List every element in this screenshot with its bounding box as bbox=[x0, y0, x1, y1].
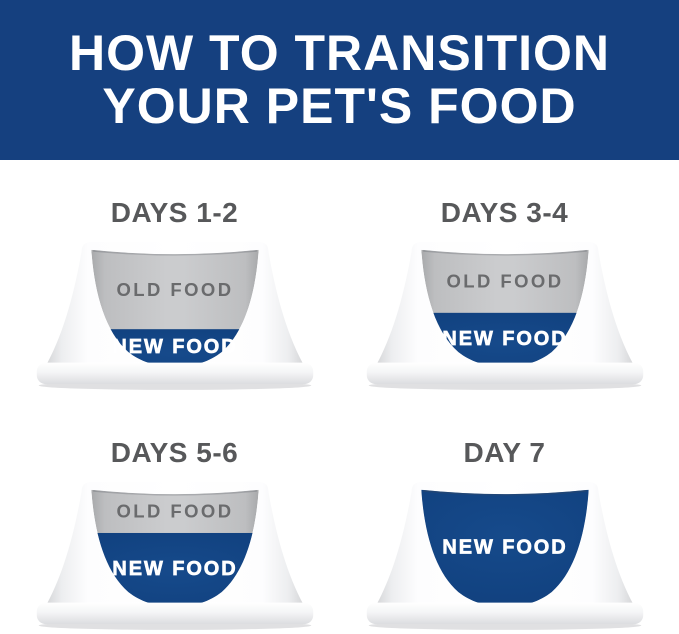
bowl-rim-inner-shadow bbox=[422, 489, 587, 496]
new-food-label: NEW FOOD bbox=[442, 328, 567, 350]
bowl-base bbox=[36, 362, 313, 385]
bowl-base bbox=[366, 602, 643, 625]
bowl-day-7: NEW FOOD bbox=[366, 481, 643, 630]
panel-title-day-7: DAY 7 bbox=[463, 437, 546, 468]
panel-days-3-4: DAYS 3-4 OLD FOOD NEW FOOD bbox=[359, 196, 651, 392]
bowl-days-5-6: OLD FOOD NEW FOOD bbox=[36, 481, 313, 630]
panel-title-days-1-2: DAYS 1-2 bbox=[110, 197, 239, 228]
new-food-label: NEW FOOD bbox=[112, 558, 237, 580]
new-food-label: NEW FOOD bbox=[442, 537, 567, 559]
bowl-base bbox=[366, 362, 643, 385]
title-line-2: YOUR PET'S FOOD bbox=[102, 78, 577, 134]
bowl-days-3-4: OLD FOOD NEW FOOD bbox=[366, 241, 643, 390]
new-food-label: NEW FOOD bbox=[112, 336, 237, 358]
panel-days-5-6: DAYS 5-6 OLD FOOD NEW FOOD bbox=[29, 436, 321, 632]
bowl-days-1-2: OLD FOOD NEW FOOD bbox=[36, 241, 313, 390]
header-banner: HOW TO TRANSITION YOUR PET'S FOOD bbox=[0, 0, 679, 160]
bowl-base bbox=[36, 602, 313, 625]
panel-days-1-2: DAYS 1-2 OLD FOOD NEW FOOD bbox=[29, 196, 321, 392]
panel-title-days-5-6: DAYS 5-6 bbox=[110, 437, 239, 468]
panel-title-days-3-4: DAYS 3-4 bbox=[440, 197, 569, 228]
bowl-rim-inner-shadow bbox=[92, 489, 257, 496]
panel-day-7: DAY 7 NEW FOOD bbox=[359, 436, 651, 632]
old-food-label: OLD FOOD bbox=[116, 279, 233, 300]
transition-panels: DAYS 1-2 OLD FOOD NEW FOOD DAYS 3-4 OLD FOOD… bbox=[0, 196, 679, 632]
old-food-label: OLD FOOD bbox=[116, 501, 233, 522]
bowl-rim-inner-shadow bbox=[92, 249, 257, 256]
old-food-label: OLD FOOD bbox=[446, 271, 563, 292]
bowl-rim-inner-shadow bbox=[422, 249, 587, 256]
title-line-1: HOW TO TRANSITION bbox=[68, 25, 611, 81]
